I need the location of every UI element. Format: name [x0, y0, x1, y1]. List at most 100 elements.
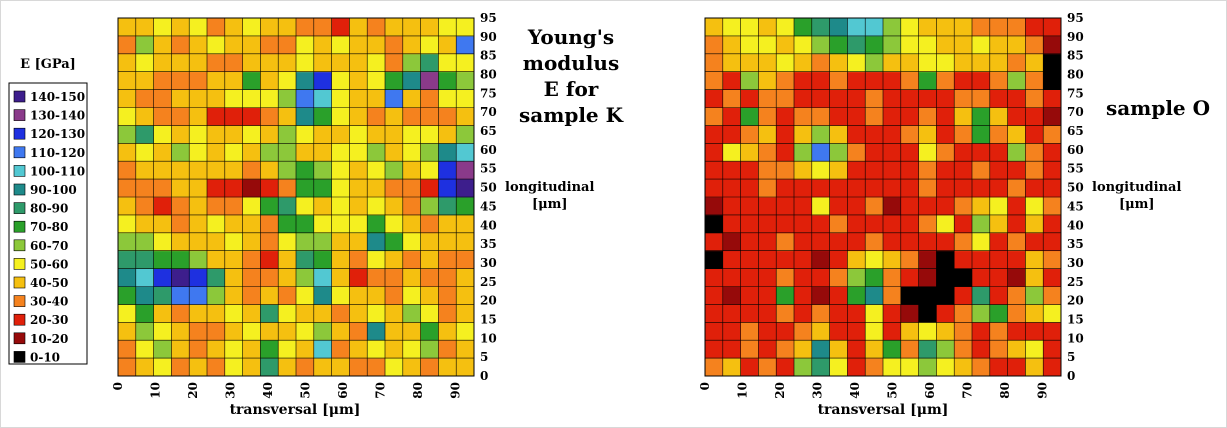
heatmap-cell	[865, 125, 884, 144]
heatmap-cell	[1043, 53, 1062, 73]
y-tick-label: 40	[1067, 218, 1084, 232]
heatmap-cell	[936, 35, 955, 55]
heatmap-cell	[900, 358, 919, 377]
y-tick-label: 30	[1067, 256, 1084, 270]
heatmap-cell	[936, 53, 955, 73]
heatmap-cell	[811, 125, 830, 144]
heatmap-cell	[331, 143, 350, 162]
heatmap-cell	[705, 143, 724, 162]
heatmap-cell	[135, 232, 154, 252]
heatmap-cell	[313, 89, 332, 108]
heatmap-cell	[171, 268, 190, 287]
heatmap-cell	[1007, 53, 1026, 73]
heatmap-cell	[900, 197, 919, 216]
heatmap-cell	[758, 125, 777, 144]
heatmap-cell	[153, 286, 172, 305]
heatmap-cell	[118, 35, 137, 55]
legend-swatch	[13, 202, 26, 214]
heatmap-cell	[829, 304, 848, 323]
heatmap-cell	[402, 322, 421, 341]
heatmap-cell	[402, 232, 421, 252]
heatmap-cell	[954, 179, 973, 198]
heatmap-cell	[1007, 197, 1026, 216]
heatmap-cell	[705, 286, 724, 305]
heatmap-cell	[811, 286, 830, 305]
heatmap-cell	[278, 322, 297, 341]
heatmap-cell	[722, 125, 741, 144]
heatmap-cell	[900, 268, 919, 287]
y-tick-label: 20	[1067, 294, 1084, 308]
heatmap-cell	[171, 143, 190, 162]
legend-swatch	[13, 220, 26, 233]
heatmap-cell	[936, 286, 955, 305]
heatmap-cell	[456, 125, 475, 144]
heatmap-cell	[722, 179, 741, 198]
heatmap-cell	[135, 179, 154, 198]
heatmap-cell	[900, 53, 919, 73]
heatmap-cell	[972, 250, 991, 269]
heatmap-cell	[705, 250, 724, 269]
heatmap-cell	[278, 161, 297, 180]
heatmap-cell	[829, 53, 848, 73]
y-tick-label: 70	[480, 105, 497, 119]
heatmap-cell	[1043, 179, 1062, 198]
heatmap-cell	[260, 250, 279, 269]
heatmap-cell	[776, 107, 795, 126]
heatmap-cell	[740, 358, 759, 377]
heatmap-cell	[153, 232, 172, 252]
heatmap-cell	[1043, 197, 1062, 216]
heatmap-cell	[385, 179, 404, 198]
heatmap-cell	[438, 340, 457, 359]
heatmap-cell	[313, 18, 332, 37]
heatmap-cell	[883, 107, 902, 126]
heatmap-cell	[207, 71, 226, 90]
heatmap-cell	[135, 358, 154, 377]
heatmap-cell	[349, 286, 368, 305]
heatmap-cell	[313, 179, 332, 198]
heatmap-cell	[207, 286, 226, 305]
heatmap-cell	[883, 161, 902, 180]
heatmap-cell	[313, 358, 332, 377]
heatmap-cell	[242, 35, 261, 55]
heatmap-cell	[296, 286, 315, 305]
heatmap-cell	[1043, 107, 1062, 126]
heatmap-cell	[847, 214, 866, 234]
heatmap-cell	[705, 268, 724, 287]
heatmap-cell	[811, 197, 830, 216]
heatmap-cell	[171, 286, 190, 305]
heatmap-cell	[705, 232, 724, 252]
heatmap-cell	[224, 214, 243, 234]
heatmap-cell	[331, 53, 350, 73]
heatmap-cell	[722, 340, 741, 359]
heatmap-cell	[313, 250, 332, 269]
heatmap-cell	[811, 89, 830, 108]
y-tick-label: 25	[480, 275, 497, 289]
heatmap-cell	[224, 35, 243, 55]
heatmap-cell	[847, 107, 866, 126]
heatmap-cell	[367, 71, 386, 90]
heatmap-cell	[296, 71, 315, 90]
legend-label: 140-150	[30, 90, 85, 104]
heatmap-cell	[954, 250, 973, 269]
heatmap-cell	[776, 161, 795, 180]
heatmap-cell	[989, 358, 1008, 377]
heatmap-cell	[1025, 232, 1044, 252]
heatmap-cell	[918, 35, 937, 55]
heatmap-cell	[349, 250, 368, 269]
heatmap-cell	[153, 161, 172, 180]
heatmap-cell	[722, 71, 741, 90]
heatmap-cell	[1007, 232, 1026, 252]
heatmap-cell	[367, 161, 386, 180]
heatmap-cell	[385, 143, 404, 162]
heatmap-cell	[900, 161, 919, 180]
heatmap-cell	[313, 35, 332, 55]
heatmap-cell	[794, 268, 813, 287]
y-tick-label: 65	[480, 124, 497, 138]
heatmap-cell	[420, 53, 439, 73]
heatmap-cell	[829, 214, 848, 234]
heatmap-cell	[367, 304, 386, 323]
heatmap-cell	[883, 250, 902, 269]
heatmap-cell	[1025, 53, 1044, 73]
heatmap-cell	[954, 143, 973, 162]
heatmap-cell	[847, 71, 866, 90]
